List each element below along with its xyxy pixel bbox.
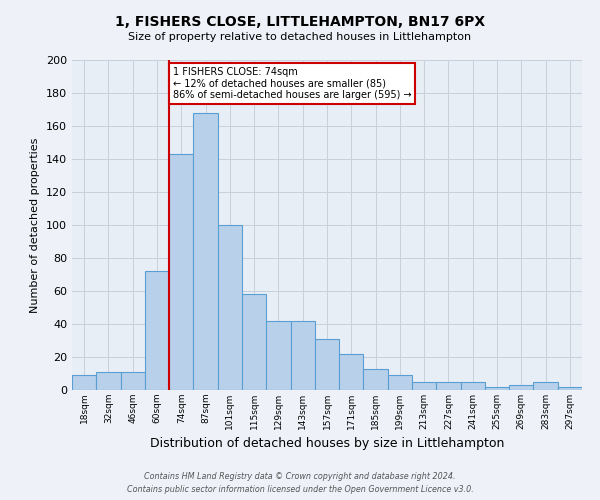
Bar [169,154,193,390]
Bar [242,294,266,390]
Y-axis label: Number of detached properties: Number of detached properties [31,138,40,312]
Text: Contains HM Land Registry data © Crown copyright and database right 2024.
Contai: Contains HM Land Registry data © Crown c… [127,472,473,494]
Bar [266,320,290,390]
Bar [533,382,558,390]
Bar [412,382,436,390]
Bar [558,386,582,390]
Bar [339,354,364,390]
Text: 1 FISHERS CLOSE: 74sqm
← 12% of detached houses are smaller (85)
86% of semi-det: 1 FISHERS CLOSE: 74sqm ← 12% of detached… [173,66,412,100]
Bar [193,113,218,390]
X-axis label: Distribution of detached houses by size in Littlehampton: Distribution of detached houses by size … [150,438,504,450]
Bar [218,225,242,390]
Bar [364,368,388,390]
Bar [485,386,509,390]
Bar [315,339,339,390]
Bar [436,382,461,390]
Bar [461,382,485,390]
Bar [145,271,169,390]
Bar [388,375,412,390]
Bar [121,372,145,390]
Bar [72,375,96,390]
Bar [96,372,121,390]
Text: Size of property relative to detached houses in Littlehampton: Size of property relative to detached ho… [128,32,472,42]
Text: 1, FISHERS CLOSE, LITTLEHAMPTON, BN17 6PX: 1, FISHERS CLOSE, LITTLEHAMPTON, BN17 6P… [115,15,485,29]
Bar [509,385,533,390]
Bar [290,320,315,390]
